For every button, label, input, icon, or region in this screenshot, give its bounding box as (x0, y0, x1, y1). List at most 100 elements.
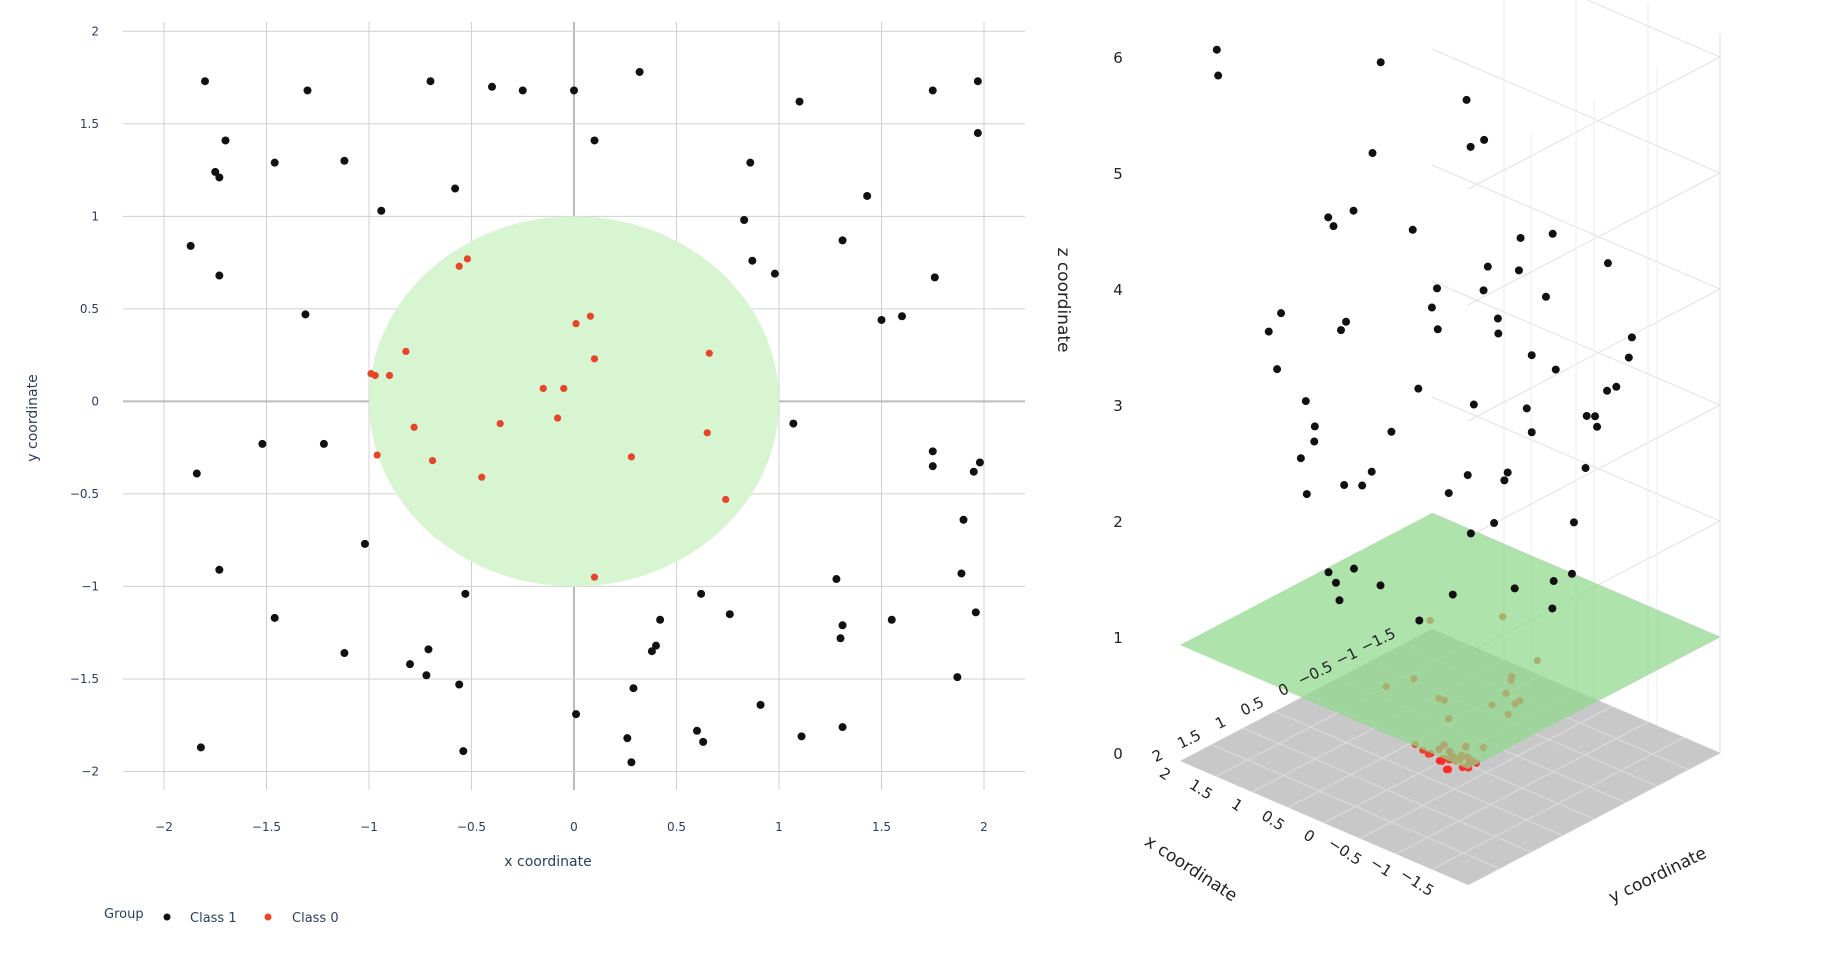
class-1-point-3d[interactable] (1324, 213, 1333, 222)
class-1-point-3d[interactable] (1624, 353, 1633, 362)
class-0-point[interactable] (410, 423, 418, 431)
class-1-point[interactable] (627, 758, 636, 767)
class-1-point-3d[interactable] (1349, 564, 1358, 573)
class-0-point[interactable] (586, 312, 595, 320)
class-1-point-3d[interactable] (1433, 325, 1442, 334)
class-1-point-3d[interactable] (1569, 518, 1578, 527)
class-1-point[interactable] (930, 273, 939, 282)
class-0-point[interactable] (590, 355, 599, 363)
class-0-point[interactable] (478, 473, 486, 481)
class-1-point[interactable] (635, 67, 644, 76)
class-1-point[interactable] (652, 641, 660, 650)
class-1-point-3d[interactable] (1444, 489, 1453, 498)
class-1-point[interactable] (975, 458, 984, 467)
class-1-point[interactable] (877, 315, 886, 324)
class-1-point-3d[interactable] (1367, 467, 1376, 476)
class-1-point-3d[interactable] (1603, 386, 1612, 395)
class-1-point-3d[interactable] (1494, 329, 1503, 338)
class-1-point[interactable] (836, 634, 845, 643)
class-0-point[interactable] (627, 453, 636, 461)
class-1-point-3d[interactable] (1448, 590, 1457, 599)
class-1-point[interactable] (887, 615, 896, 624)
class-1-point[interactable] (455, 680, 464, 689)
class-0-point[interactable] (371, 371, 379, 380)
class-1-point[interactable] (838, 621, 847, 630)
class-1-point[interactable] (186, 241, 195, 250)
class-1-point-3d[interactable] (1514, 266, 1523, 275)
class-1-point-3d[interactable] (1310, 422, 1319, 431)
class-1-point[interactable] (192, 469, 201, 478)
class-1-point[interactable] (971, 608, 980, 617)
class-1-point[interactable] (340, 156, 349, 165)
class-1-point[interactable] (215, 565, 224, 574)
class-1-point[interactable] (211, 167, 220, 176)
class-0-point[interactable] (560, 384, 568, 393)
class-1-point[interactable] (795, 97, 804, 106)
class-1-point-3d[interactable] (1302, 490, 1311, 499)
legend-label-class-0[interactable]: Class 0 (292, 911, 339, 926)
class-1-point[interactable] (270, 613, 279, 622)
class-1-point-3d[interactable] (1490, 519, 1499, 528)
class-0-point[interactable] (703, 429, 711, 437)
class-1-point-3d[interactable] (1337, 326, 1346, 335)
class-1-point[interactable] (629, 684, 638, 693)
class-1-point-3d[interactable] (1541, 292, 1550, 301)
class-1-point-3d[interactable] (1463, 471, 1472, 480)
class-1-point-3d[interactable] (1469, 400, 1478, 409)
class-1-point[interactable] (928, 86, 937, 95)
class-0-point[interactable] (402, 347, 410, 356)
class-1-point[interactable] (301, 310, 310, 319)
class-1-point-3d[interactable] (1324, 568, 1333, 577)
class-1-point[interactable] (424, 645, 433, 654)
class-1-point-3d[interactable] (1603, 259, 1612, 268)
class-1-point-3d[interactable] (1433, 284, 1442, 293)
class-1-point[interactable] (928, 447, 937, 456)
class-1-point-3d[interactable] (1582, 411, 1591, 420)
class-1-point[interactable] (953, 673, 962, 682)
class-1-point[interactable] (518, 86, 527, 95)
class-1-point-3d[interactable] (1462, 95, 1471, 104)
class-1-point[interactable] (360, 539, 369, 548)
class-0-point[interactable] (385, 371, 394, 380)
class-0-point[interactable] (590, 573, 599, 581)
class-1-point-3d[interactable] (1277, 309, 1286, 318)
class-1-point[interactable] (319, 439, 328, 448)
class-1-point-3d[interactable] (1376, 581, 1385, 590)
class-1-point-3d[interactable] (1466, 529, 1475, 538)
class-0-point[interactable] (455, 262, 463, 270)
class-1-point[interactable] (406, 660, 414, 669)
class-1-point-3d[interactable] (1214, 71, 1223, 80)
class-1-point-3d[interactable] (1310, 437, 1319, 446)
class-1-point-3d[interactable] (1349, 206, 1358, 215)
class-1-point-3d[interactable] (1212, 45, 1221, 54)
class-1-point[interactable] (748, 256, 757, 265)
class-0-point[interactable] (554, 414, 562, 422)
class-1-point-3d[interactable] (1480, 135, 1489, 144)
class-1-point[interactable] (488, 82, 496, 91)
class-0-point[interactable] (428, 456, 437, 465)
class-1-point[interactable] (699, 737, 708, 746)
class-1-point[interactable] (746, 158, 755, 167)
class-1-point[interactable] (697, 589, 706, 598)
class-1-point[interactable] (647, 647, 656, 656)
class-0-point[interactable] (572, 320, 580, 328)
class-1-point-3d[interactable] (1627, 333, 1636, 342)
class-0-point[interactable] (463, 255, 471, 263)
class-1-point-3d[interactable] (1593, 422, 1602, 431)
class-1-point-3d[interactable] (1548, 229, 1557, 238)
class-0-point[interactable] (539, 384, 547, 393)
class-1-point-3d[interactable] (1368, 149, 1377, 158)
class-1-point[interactable] (973, 77, 982, 86)
class-1-point-3d[interactable] (1273, 365, 1282, 374)
class-1-point[interactable] (572, 710, 581, 719)
class-1-point[interactable] (789, 419, 798, 428)
class-1-point-3d[interactable] (1567, 569, 1576, 578)
class-1-point-3d[interactable] (1264, 327, 1273, 336)
class-1-point-3d[interactable] (1376, 58, 1385, 67)
class-1-point-3d[interactable] (1551, 365, 1560, 374)
class-1-point-3d[interactable] (1329, 222, 1338, 231)
class-1-point[interactable] (838, 723, 847, 732)
class-1-point[interactable] (303, 86, 312, 95)
class-1-point-3d[interactable] (1340, 481, 1349, 490)
class-1-point[interactable] (270, 158, 279, 167)
